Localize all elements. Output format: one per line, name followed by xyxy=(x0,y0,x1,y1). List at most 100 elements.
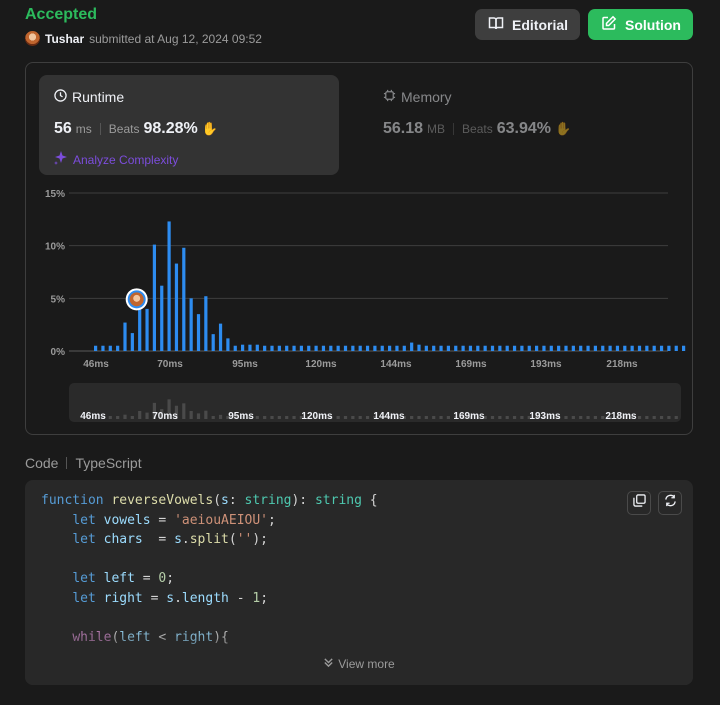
chart-bar xyxy=(277,345,281,351)
code-line xyxy=(41,552,49,567)
chart-bar xyxy=(601,345,605,351)
chart-bar xyxy=(490,345,495,351)
navigator-bar xyxy=(116,416,120,419)
solution-button[interactable]: Solution xyxy=(588,9,693,40)
chart-bar xyxy=(476,345,480,351)
navigator-bar xyxy=(94,416,98,419)
chart-bar xyxy=(343,345,348,351)
memory-beats-percent: 63.94% xyxy=(496,120,551,137)
navigator-bar xyxy=(601,416,605,419)
analyze-complexity-label: Analyze Complexity xyxy=(73,152,179,167)
navigator-bar xyxy=(637,416,642,419)
navigator-bar xyxy=(152,402,156,419)
clap-icon: ✋ xyxy=(555,121,572,136)
navigator-bar xyxy=(123,414,127,419)
chip-icon xyxy=(383,89,396,105)
navigator-bar xyxy=(233,416,237,419)
navigator-tick-label: 193ms xyxy=(529,411,561,422)
navigator-bar xyxy=(373,416,377,419)
y-tick-label: 15% xyxy=(45,189,65,200)
x-tick-label: 218ms xyxy=(606,359,638,370)
chart-bar xyxy=(388,345,392,351)
navigator-bar xyxy=(380,416,384,419)
chart-bar xyxy=(432,345,436,351)
x-tick-label: 46ms xyxy=(83,359,109,370)
navigator-bar xyxy=(424,416,428,419)
analyze-complexity-link[interactable]: Analyze Complexity xyxy=(54,151,178,168)
navigator-bar xyxy=(586,416,590,419)
code-line: let right = s.length - 1; xyxy=(72,590,269,606)
copy-icon xyxy=(632,494,646,512)
navigator-bar xyxy=(417,416,421,419)
runtime-unit: ms xyxy=(75,122,92,136)
code-line: function reverseVowels(s: string): strin… xyxy=(41,493,378,508)
divider xyxy=(453,123,455,135)
double-chevron-down-icon xyxy=(323,657,334,671)
navigator-bar xyxy=(277,416,281,419)
chart-bar xyxy=(557,345,561,351)
navigator-bar xyxy=(226,416,230,419)
code-header: Code TypeScript xyxy=(25,455,142,471)
chart-bar xyxy=(446,345,450,351)
range-navigator-chart[interactable]: 46ms 70ms 95ms 120ms 144ms 169ms 193ms 218ms xyxy=(69,383,681,422)
chart-bar xyxy=(123,322,127,351)
range-navigator[interactable]: 46ms 70ms 95ms 120ms 144ms 169ms 193ms 218ms xyxy=(69,383,681,422)
chart-bar xyxy=(512,345,517,351)
submission-info: Tushar submitted at Aug 12, 2024 09:52 xyxy=(25,31,262,46)
avatar[interactable] xyxy=(25,31,40,46)
chart-bar xyxy=(108,345,112,351)
navigator-bar xyxy=(512,416,517,419)
divider xyxy=(99,123,101,135)
chart-bar xyxy=(307,345,311,351)
chart-bar xyxy=(233,345,237,351)
navigator-bar xyxy=(645,416,649,419)
memory-card[interactable]: Memory 56.18 MB Beats 63.94% ✋ xyxy=(368,75,668,175)
navigator-bar xyxy=(615,416,620,419)
navigator-tick-label: 144ms xyxy=(373,411,405,422)
editorial-button[interactable]: Editorial xyxy=(475,9,580,40)
chart-bar xyxy=(468,345,473,351)
chart-bar xyxy=(505,345,509,351)
chart-bar xyxy=(395,345,399,351)
navigator-bar xyxy=(571,416,575,419)
chart-bar xyxy=(461,345,465,351)
chart-bar xyxy=(564,345,568,351)
navigator-bar xyxy=(292,416,296,419)
navigator-bar xyxy=(483,416,487,419)
code-fade xyxy=(25,625,693,685)
navigator-bar xyxy=(130,416,134,419)
chart-bar xyxy=(674,345,678,351)
chart-bar xyxy=(542,345,546,351)
submission-status: Accepted xyxy=(25,6,98,23)
runtime-card[interactable]: Runtime 56 ms Beats 98.28% ✋ Analyze Com… xyxy=(39,75,339,175)
runtime-distribution-chart[interactable]: 15% 10% 5% 0% 46ms 70ms 95ms 120ms 144ms 169ms 193… xyxy=(26,183,692,373)
copy-button[interactable] xyxy=(627,491,651,515)
edit-icon xyxy=(601,15,617,34)
code-viewer[interactable]: function reverseVowels(s: string): strin… xyxy=(25,480,693,685)
navigator-bar xyxy=(299,416,303,419)
chart-bar xyxy=(182,247,186,351)
navigator-bar xyxy=(211,416,215,419)
navigator-bar xyxy=(476,416,480,419)
view-more-link[interactable]: View more xyxy=(25,657,693,671)
navigator-bar xyxy=(248,416,252,419)
memory-beats-label: Beats xyxy=(462,122,493,136)
chart-bar xyxy=(299,345,303,351)
book-icon xyxy=(488,15,504,34)
chart-bar xyxy=(527,345,531,351)
navigator-bar xyxy=(182,403,186,419)
navigator-tick-label: 218ms xyxy=(605,411,637,422)
username[interactable]: Tushar xyxy=(45,31,85,46)
convert-button[interactable] xyxy=(658,491,682,515)
chart-bar xyxy=(226,338,230,351)
chart-bar xyxy=(138,298,142,351)
navigator-bar xyxy=(630,416,634,419)
chart-bar xyxy=(285,345,289,351)
divider xyxy=(66,457,68,469)
navigator-bar xyxy=(520,416,524,419)
code-line: let chars = s.split(''); xyxy=(72,532,269,547)
navigator-bar xyxy=(270,416,274,419)
user-position-marker xyxy=(125,288,148,311)
chart-bar xyxy=(358,345,362,351)
navigator-bar xyxy=(667,416,671,419)
